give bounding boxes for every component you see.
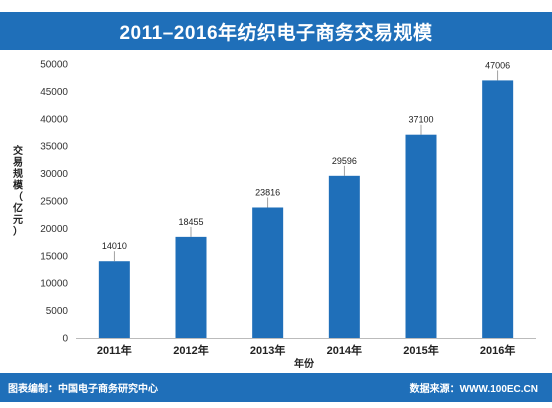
- data-label: 18455: [178, 217, 203, 227]
- x-tick-label: 2012年: [173, 343, 208, 357]
- y-tick-label: 25000: [40, 197, 68, 208]
- x-tick-label: 2013年: [250, 343, 285, 357]
- bar: [328, 175, 360, 338]
- y-axis-title-char: ）: [13, 225, 23, 238]
- footer-data-source: 数据来源：WWW.100EC.CN: [409, 384, 538, 395]
- x-axis-title: 年份: [294, 357, 315, 370]
- footer-source-compiler: 图表编制：中国电子商务研究中心: [8, 384, 158, 395]
- chart-area: 交易规模（亿元） 0 5000 10000 15000 20000 25000 30000 3…: [0, 50, 552, 372]
- data-label: 29596: [332, 156, 357, 166]
- y-axis-title-char: （: [13, 190, 23, 203]
- y-axis-title: 交易规模（亿元）: [13, 144, 24, 238]
- y-tick-label: 10000: [40, 279, 68, 290]
- x-tick-label: 2016年: [480, 343, 515, 357]
- bar: [482, 80, 514, 339]
- bar: [175, 236, 207, 338]
- y-axis-title-char: 元: [13, 214, 23, 226]
- y-axis-title-char: 模: [13, 179, 24, 192]
- footer-bar: 图表编制：中国电子商务研究中心 数据来源：WWW.100EC.CN: [0, 373, 552, 402]
- bar: [405, 134, 437, 338]
- y-axis-title-char: 亿: [13, 202, 23, 215]
- bars: 14010 18455 23816 29596 37100 47006: [98, 60, 514, 339]
- y-tick-label: 45000: [40, 87, 68, 98]
- data-label: 37100: [408, 115, 433, 125]
- chart-title: 2011–2016年纺织电子商务交易规模: [0, 12, 552, 50]
- y-tick-label: 15000: [40, 251, 68, 262]
- x-tick-label: 2015年: [403, 343, 438, 357]
- x-tick-label: 2014年: [327, 343, 362, 357]
- y-tick-label: 40000: [40, 114, 68, 125]
- bar: [252, 207, 284, 338]
- y-tick-label: 35000: [40, 142, 68, 153]
- y-tick-label: 20000: [40, 224, 68, 235]
- x-tick-label: 2011年: [97, 343, 132, 357]
- data-label: 47006: [485, 60, 510, 70]
- x-axis-labels: 2011年 2012年 2013年 2014年 2015年 2016年: [97, 343, 516, 357]
- y-axis-title-char: 易: [13, 157, 23, 169]
- y-tick-label: 0: [62, 334, 68, 345]
- y-tick-label: 50000: [40, 60, 68, 71]
- bar: [98, 261, 130, 338]
- bar-chart: 交易规模（亿元） 0 5000 10000 15000 20000 25000 30000 3…: [13, 60, 536, 370]
- y-axis-title-char: 规: [13, 167, 23, 180]
- y-axis-ticks: 0 5000 10000 15000 20000 25000 30000 35000 40000…: [40, 60, 68, 345]
- y-tick-label: 30000: [40, 169, 68, 180]
- y-axis-title-char: 交: [13, 144, 23, 157]
- data-label: 14010: [102, 241, 127, 251]
- data-label: 23816: [255, 187, 280, 197]
- y-tick-label: 5000: [46, 306, 69, 317]
